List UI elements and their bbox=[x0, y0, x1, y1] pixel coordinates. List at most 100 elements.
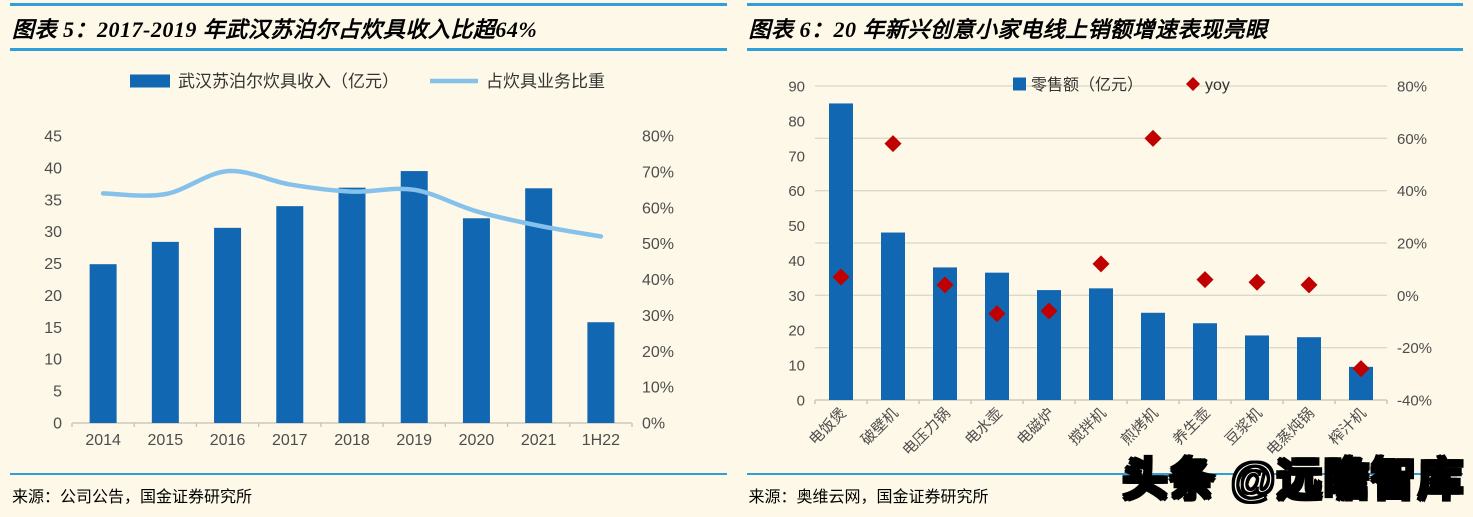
category-label: 2021 bbox=[521, 432, 557, 449]
left-tick-label: 35 bbox=[44, 192, 62, 209]
category-label: 养生壶 bbox=[1169, 404, 1214, 449]
bar-破壁机 bbox=[881, 233, 905, 400]
bar-series bbox=[829, 103, 1373, 400]
left-tick-label: 10 bbox=[44, 352, 62, 369]
right-tick-label: 0% bbox=[642, 416, 665, 433]
source-text-right: 来源：奥维云网，国金证券研究所 bbox=[749, 489, 989, 506]
right-tick-label: 0% bbox=[1397, 288, 1419, 305]
category-label: 2018 bbox=[334, 432, 370, 449]
bar-2014 bbox=[90, 264, 117, 423]
category-label: 1H22 bbox=[582, 432, 620, 449]
bar-2016 bbox=[214, 228, 241, 423]
legend-label: yoy bbox=[1205, 77, 1230, 94]
right-tick-label: 40% bbox=[642, 272, 674, 289]
left-tick-label: 20 bbox=[788, 323, 805, 340]
left-tick-label: 20 bbox=[44, 288, 62, 305]
bar-电水壶 bbox=[985, 273, 1009, 400]
yoy-point-煎烤机 bbox=[1144, 130, 1161, 147]
left-tick-label: 25 bbox=[44, 256, 62, 273]
bar-2017 bbox=[276, 206, 303, 423]
legend: 零售额（亿元） yoy bbox=[1013, 76, 1230, 94]
left-tick-label: 70 bbox=[788, 148, 805, 165]
bar-2015 bbox=[152, 242, 179, 423]
x-axis bbox=[72, 423, 632, 427]
chart-panel-left: 图表 5：2017-2019 年武汉苏泊尔占炊具收入比超64% 0 5 10 15 20… bbox=[0, 0, 737, 508]
left-tick-label: 45 bbox=[44, 129, 62, 146]
legend-diamond-swatch bbox=[1186, 77, 1200, 91]
right-tick-label: 60% bbox=[642, 200, 674, 217]
bar-1H22 bbox=[587, 322, 614, 423]
bar-series bbox=[90, 171, 615, 423]
source-note-left: 来源：公司公告，国金证券研究所 bbox=[10, 473, 727, 517]
category-label: 2017 bbox=[272, 432, 308, 449]
left-tick-label: 0 bbox=[796, 393, 804, 410]
watermark: 头条 @远瞻智库 bbox=[1123, 443, 1465, 508]
legend: 武汉苏泊尔炊具收入（亿元） 占炊具业务比重 bbox=[130, 72, 605, 91]
yoy-point-电蒸炖锅 bbox=[1300, 276, 1317, 293]
bar-豆浆机 bbox=[1245, 335, 1269, 400]
left-tick-label: 40 bbox=[788, 253, 805, 270]
category-label: 电磁炉 bbox=[1013, 405, 1057, 449]
bar-2020 bbox=[463, 218, 490, 423]
left-tick-label: 5 bbox=[53, 384, 62, 401]
category-label: 2014 bbox=[85, 432, 121, 449]
right-tick-label: 70% bbox=[642, 164, 674, 181]
left-tick-label: 30 bbox=[788, 288, 805, 305]
legend-label: 零售额（亿元） bbox=[1031, 76, 1143, 94]
yoy-point-破壁机 bbox=[884, 135, 901, 152]
right-tick-label: 50% bbox=[642, 236, 674, 253]
category-label: 搅拌机 bbox=[1065, 405, 1109, 449]
right-tick-label: 80% bbox=[642, 129, 674, 146]
legend-label: 占炊具业务比重 bbox=[486, 72, 605, 91]
category-label: 电饭煲 bbox=[805, 405, 849, 449]
category-label: 2020 bbox=[459, 432, 495, 449]
right-tick-label: 30% bbox=[642, 308, 674, 325]
category-label: 2019 bbox=[396, 432, 432, 449]
bar-煎烤机 bbox=[1141, 313, 1165, 400]
chart-area-left: 0 5 10 15 20 25 30 35 40 45 0% 10% 20% 30% 40% 50% 60% 70… bbox=[10, 51, 727, 473]
right-axis-labels: 0% 10% 20% 30% 40% 50% 60% 70% 80% bbox=[642, 129, 674, 433]
category-label: 电压力锅 bbox=[899, 405, 953, 459]
category-label: 豆浆机 bbox=[1221, 404, 1266, 449]
bar-2019 bbox=[401, 171, 428, 423]
left-tick-label: 50 bbox=[788, 218, 805, 235]
right-tick-label: 20% bbox=[642, 344, 674, 361]
right-tick-label: 60% bbox=[1397, 131, 1427, 148]
chart-title-right: 图表 6：20 年新兴创意小家电线上销额增速表现亮眼 bbox=[747, 6, 1464, 48]
bar-电蒸炖锅 bbox=[1297, 337, 1321, 400]
category-label: 2016 bbox=[210, 432, 246, 449]
left-tick-label: 40 bbox=[44, 160, 62, 177]
appliance-sales-chart: 0102030405060708090-40%-20%0%20%40%60%80… bbox=[747, 51, 1463, 473]
legend-bar-swatch bbox=[130, 75, 170, 88]
left-tick-label: 10 bbox=[788, 358, 805, 375]
category-label: 榨汁机 bbox=[1325, 404, 1370, 449]
chart-title-left: 图表 5：2017-2019 年武汉苏泊尔占炊具收入比超64% bbox=[10, 6, 727, 48]
category-label: 2015 bbox=[148, 432, 184, 449]
right-tick-label: -20% bbox=[1397, 340, 1432, 357]
left-tick-label: 30 bbox=[44, 224, 62, 241]
right-tick-label: 80% bbox=[1397, 79, 1427, 96]
right-axis-labels: -40% -20% 0% 20% 40% 60% 80% bbox=[1397, 79, 1432, 410]
right-tick-label: 10% bbox=[642, 380, 674, 397]
cookware-revenue-chart: 0 5 10 15 20 25 30 35 40 45 0% 10% 20% 30% 40% 50% 60% 70… bbox=[10, 51, 726, 473]
right-tick-label: 40% bbox=[1397, 183, 1427, 200]
yoy-point-豆浆机 bbox=[1248, 274, 1265, 291]
left-tick-label: 90 bbox=[788, 79, 805, 96]
yoy-point-搅拌机 bbox=[1092, 255, 1109, 272]
right-tick-label: -40% bbox=[1397, 393, 1432, 410]
bar-搅拌机 bbox=[1089, 288, 1113, 400]
category-label: 破壁机 bbox=[857, 405, 901, 449]
chart-panel-right: 图表 6：20 年新兴创意小家电线上销额增速表现亮眼 0 10 20 30 40 50 60… bbox=[737, 0, 1473, 508]
source-text-left: 来源：公司公告，国金证券研究所 bbox=[12, 489, 252, 506]
legend-label: 武汉苏泊尔炊具收入（亿元） bbox=[178, 72, 399, 91]
right-tick-label: 20% bbox=[1397, 236, 1427, 253]
category-labels: 2014 2015 2016 2017 2018 2019 2020 2021 1H22 bbox=[85, 432, 620, 449]
x-axis bbox=[815, 400, 1387, 404]
left-tick-label: 0 bbox=[53, 416, 62, 433]
left-tick-label: 15 bbox=[44, 320, 62, 337]
yoy-point-养生壶 bbox=[1196, 271, 1213, 288]
left-tick-label: 80 bbox=[788, 113, 805, 130]
